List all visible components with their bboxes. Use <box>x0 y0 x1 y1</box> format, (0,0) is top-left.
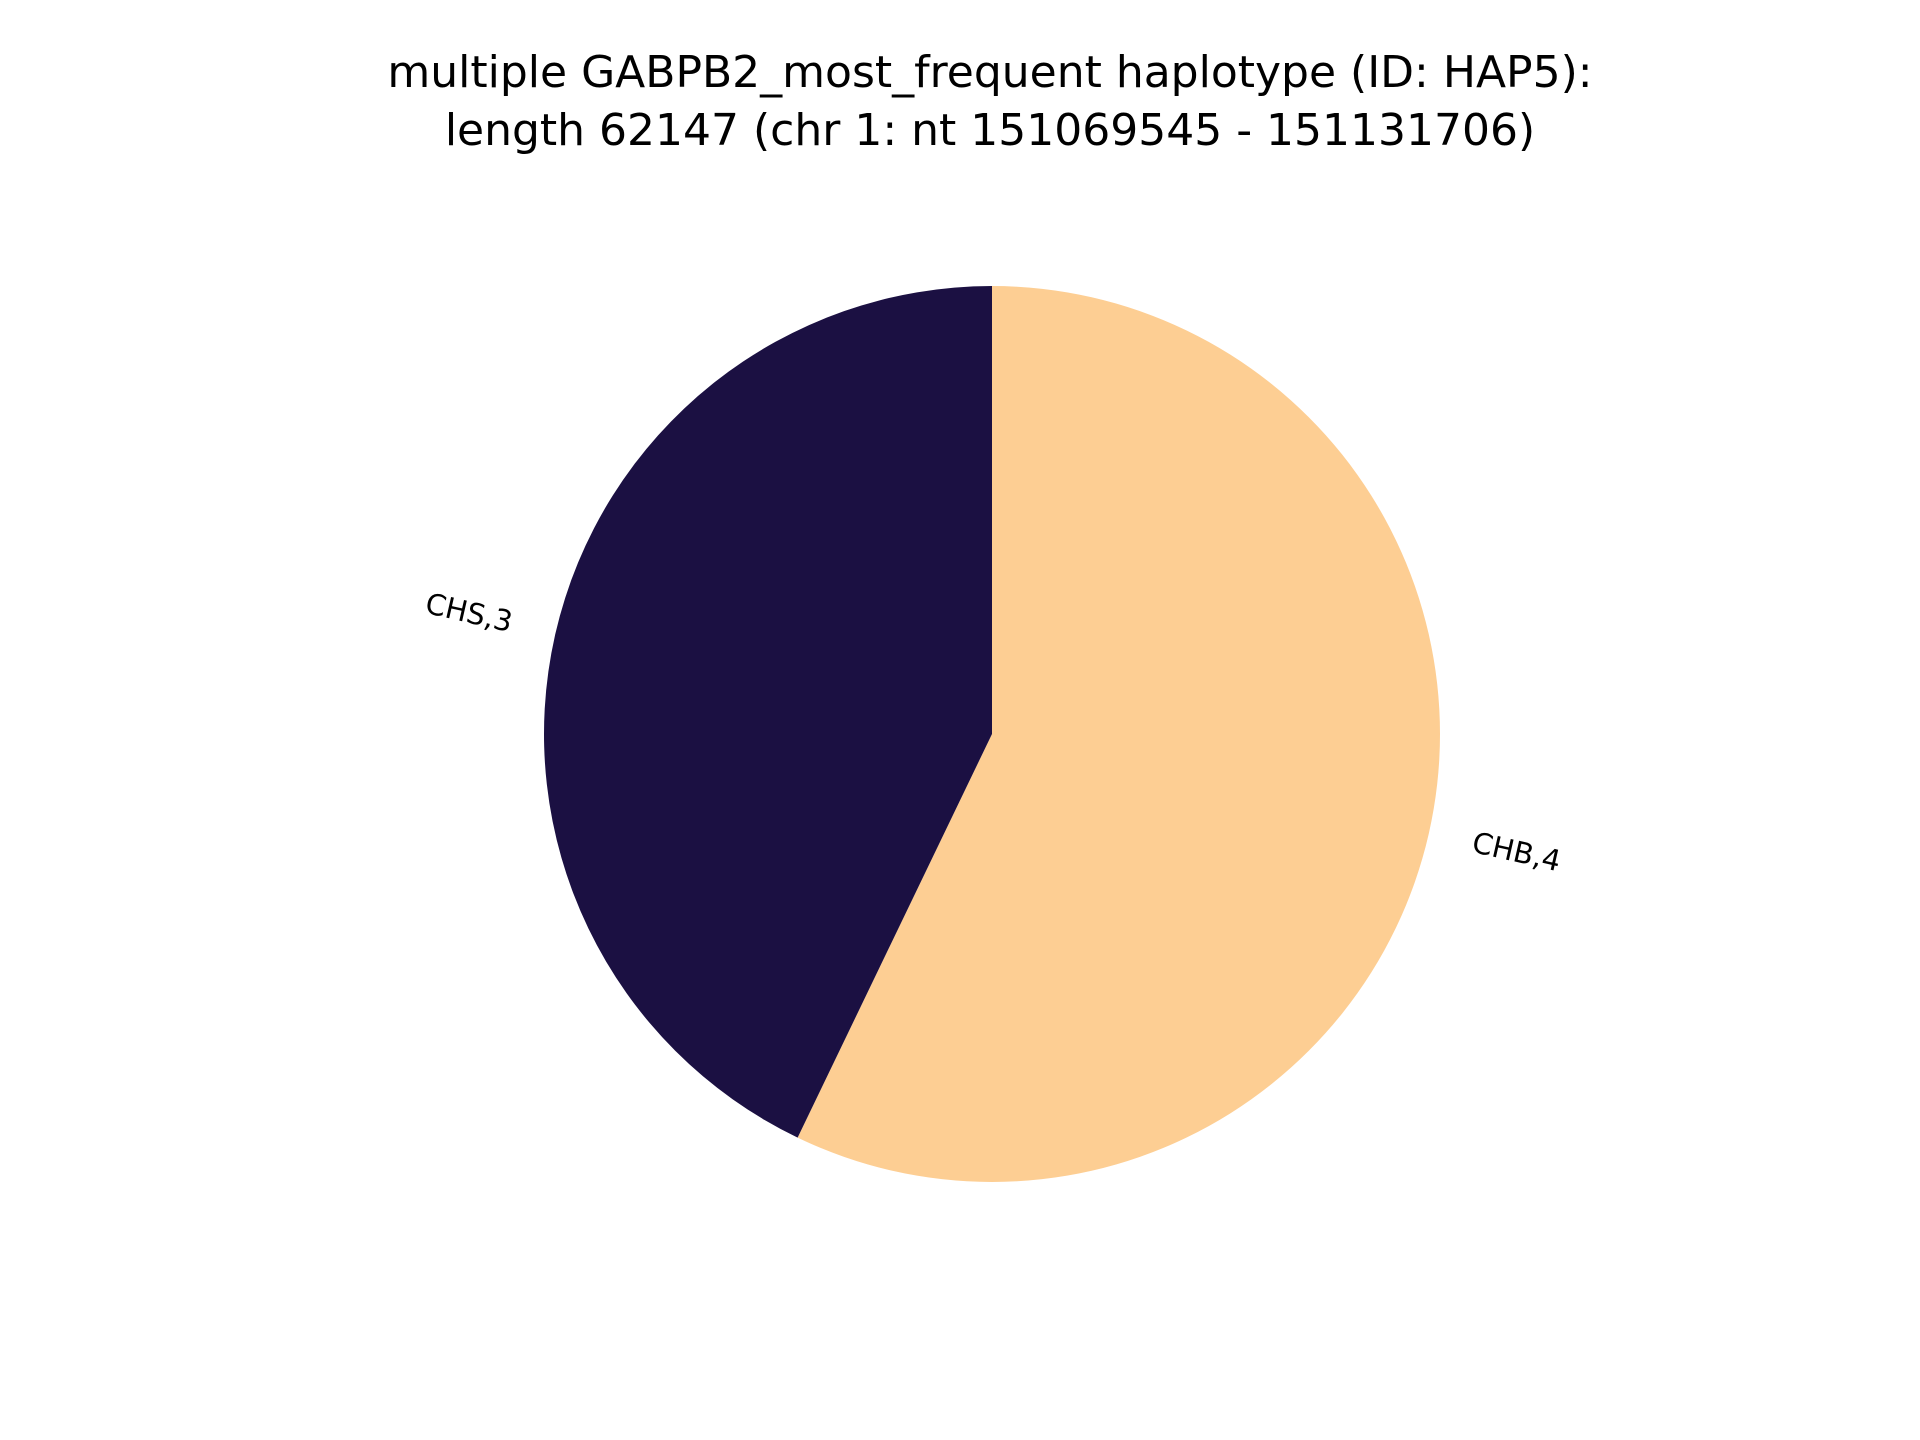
chart-title-line-1: multiple GABPB2_most_frequent haplotype … <box>387 47 1593 98</box>
pie-slice-chs <box>544 286 992 1138</box>
chart-title: multiple GABPB2_most_frequent haplotype … <box>0 44 1920 160</box>
pie-label-chs: CHS,3 <box>422 586 515 639</box>
pie-slice-chb <box>797 286 1440 1182</box>
chart-title-line-2: length 62147 (chr 1: nt 151069545 - 1511… <box>444 105 1536 156</box>
pie-label-chb: CHB,4 <box>1469 825 1564 878</box>
